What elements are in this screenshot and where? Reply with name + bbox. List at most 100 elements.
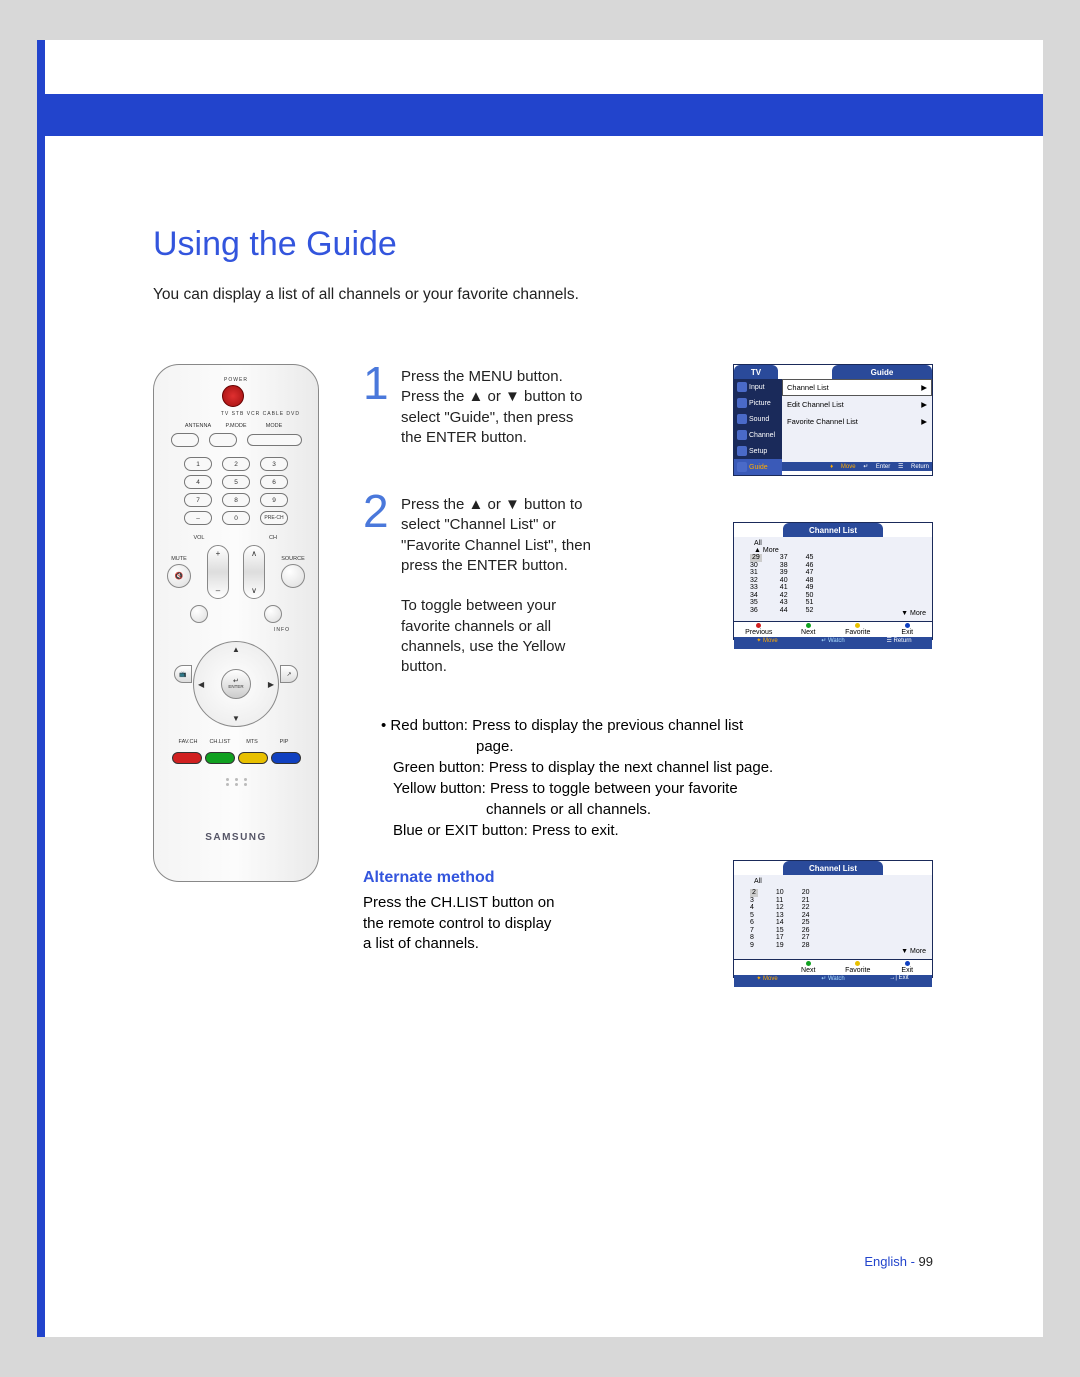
digit-0[interactable]: 0	[222, 511, 250, 525]
digit-5[interactable]: 5	[222, 475, 250, 489]
digit-2[interactable]: 2	[222, 457, 250, 471]
digit-6[interactable]: 6	[260, 475, 288, 489]
digit-3[interactable]: 3	[260, 457, 288, 471]
guide-item-edit[interactable]: Edit Channel List▶	[782, 396, 932, 413]
chlist1-foot-move: ✦ Move	[734, 637, 800, 649]
guide-item-favorite[interactable]: Favorite Channel List▶	[782, 413, 932, 430]
page-footer: English - 99	[864, 1254, 933, 1269]
chlist1-c1-0[interactable]: 29	[750, 554, 762, 562]
enter-label: ENTER	[228, 685, 243, 690]
yellow-button[interactable]	[238, 752, 268, 764]
mute-button[interactable]: 🔇	[167, 564, 191, 588]
exit-side-button[interactable]: ↗	[280, 665, 298, 683]
bullet-red: Red button: Press to display the previou…	[390, 717, 743, 734]
ch-rocker[interactable]: ∧ ∨	[243, 545, 265, 599]
chlist2-b0	[734, 960, 784, 975]
mode-button[interactable]	[247, 434, 302, 446]
menu-side-button[interactable]: 📺	[174, 665, 192, 683]
digit-8[interactable]: 8	[222, 493, 250, 507]
digit-4[interactable]: 4	[184, 475, 212, 489]
chlist1-fav[interactable]: Favorite	[833, 622, 883, 637]
chlist1-footer: ✦ Move ↵ Watch ☰ Return	[734, 637, 932, 649]
remote-col: POWER TV STB VCR CABLE DVD ANTENNA P.MOD…	[153, 364, 323, 954]
picture-icon	[737, 398, 747, 408]
digit-1[interactable]: 1	[184, 457, 212, 471]
chlist1-title: Channel List	[783, 523, 883, 537]
chlist2-col3: 2021222425262728	[802, 889, 810, 949]
sound-icon	[737, 414, 747, 424]
mode-labels: TV STB VCR CABLE DVD	[221, 411, 300, 417]
chlist2-foot-watch: ↵ Watch	[800, 975, 866, 987]
dpad-up-icon: ▲	[193, 645, 279, 654]
antenna-label: ANTENNA	[184, 423, 212, 429]
vol-ch-wrap: MUTE 🔇 + – ∧ ∨ SOURCE	[165, 545, 307, 599]
chlist2-more-dn[interactable]: ▼ More	[901, 948, 926, 955]
digit-9[interactable]: 9	[260, 493, 288, 507]
step-2-body: Press the ▲ or ▼ button to select "Chann…	[401, 492, 606, 677]
osd-guide: TV Guide Input Picture Sound Channel Set…	[733, 364, 933, 476]
side-sound[interactable]: Sound	[734, 411, 782, 427]
chlist1-foot-return: ☰ Return	[866, 637, 932, 649]
side-guide[interactable]: Guide	[734, 459, 782, 475]
prech-button[interactable]: PRE-CH	[260, 511, 288, 525]
signal-button[interactable]	[190, 605, 208, 623]
dpad: ▲ ▼ ◀ ▶ ↵ ENTER	[193, 641, 279, 727]
chlist1-more-up[interactable]: ▲ More	[738, 547, 928, 554]
bullet-yellow: Yellow button: Press to toggle between y…	[381, 778, 933, 799]
chlist1-all: All	[738, 540, 928, 547]
vol-rocker[interactable]: + –	[207, 545, 229, 599]
green-button[interactable]	[205, 752, 235, 764]
guide-foot-return: ☰ Return	[898, 464, 929, 470]
side-setup[interactable]: Setup	[734, 443, 782, 459]
step-1-num: 1	[363, 364, 391, 403]
chlist2-cols: 2 3456789 1011121314151719 2021222425262…	[738, 889, 928, 949]
chlist2-inner: All 2 3456789 1011121314151719 202122242…	[734, 875, 932, 959]
ch-up-icon: ∧	[251, 549, 257, 558]
chlist1-exit[interactable]: Exit	[883, 622, 933, 637]
chlist1-prev[interactable]: Previous	[734, 622, 784, 637]
chlist2-exit[interactable]: Exit	[883, 960, 933, 975]
chlist2-next[interactable]: Next	[784, 960, 834, 975]
guide-title: Guide	[832, 365, 932, 379]
chlist2-btnrow: Next Favorite Exit	[734, 959, 932, 975]
guide-tv-tab: TV	[734, 365, 778, 379]
chlist2-fav[interactable]: Favorite	[833, 960, 883, 975]
guide-side: Input Picture Sound Channel Setup Guide	[734, 379, 782, 462]
vol-dn-icon: –	[216, 586, 220, 595]
vol-up-icon: +	[216, 549, 221, 558]
chlist1-btnrow: Previous Next Favorite Exit	[734, 621, 932, 637]
info-button[interactable]	[264, 605, 282, 623]
chlist1-foot-watch: ↵ Watch	[800, 637, 866, 649]
blue-button[interactable]	[271, 752, 301, 764]
guide-foot-enter: ↵ Enter	[863, 464, 890, 470]
pmode-button[interactable]	[209, 433, 237, 447]
chlist2-foot-move: ✦ Move	[734, 975, 800, 987]
dash-button[interactable]: –	[184, 511, 212, 525]
chlist1-col3: 4546474849505152	[806, 554, 814, 614]
guide-item-channel-list[interactable]: Channel List▶	[782, 379, 932, 396]
source-button[interactable]	[281, 564, 305, 588]
chlist1-next[interactable]: Next	[784, 622, 834, 637]
pip-label: PIP	[270, 739, 298, 745]
chlist1-col1: 29 30 31 32 33 34 35 36	[750, 554, 762, 614]
favch-label: FAV.CH	[174, 739, 202, 745]
red-button[interactable]	[172, 752, 202, 764]
digit-7[interactable]: 7	[184, 493, 212, 507]
side-picture[interactable]: Picture	[734, 395, 782, 411]
page: Using the Guide You can display a list o…	[37, 40, 1043, 1337]
chlist2-all: All	[738, 878, 928, 885]
side-channel[interactable]: Channel	[734, 427, 782, 443]
dpad-down-icon: ▼	[193, 714, 279, 723]
side-input[interactable]: Input	[734, 379, 782, 395]
page-title: Using the Guide	[153, 225, 933, 264]
footer-pgno: 99	[919, 1254, 933, 1269]
dpad-left-icon: ◀	[198, 641, 204, 727]
antenna-button[interactable]	[171, 433, 199, 447]
bullet-yellow2: channels or all channels.	[381, 799, 933, 820]
chlist1-inner: All ▲ More 29 30 31 32 33 34 35	[734, 537, 932, 621]
top-bar	[45, 94, 1043, 136]
osd-chlist-2: Channel List All 2 3456789 1011121314151…	[733, 860, 933, 978]
osd-chlist-1: Channel List All ▲ More 29 30 31 32 33 3…	[733, 522, 933, 640]
power-button[interactable]	[222, 385, 244, 407]
chlist1-more-dn[interactable]: ▼ More	[901, 610, 926, 617]
